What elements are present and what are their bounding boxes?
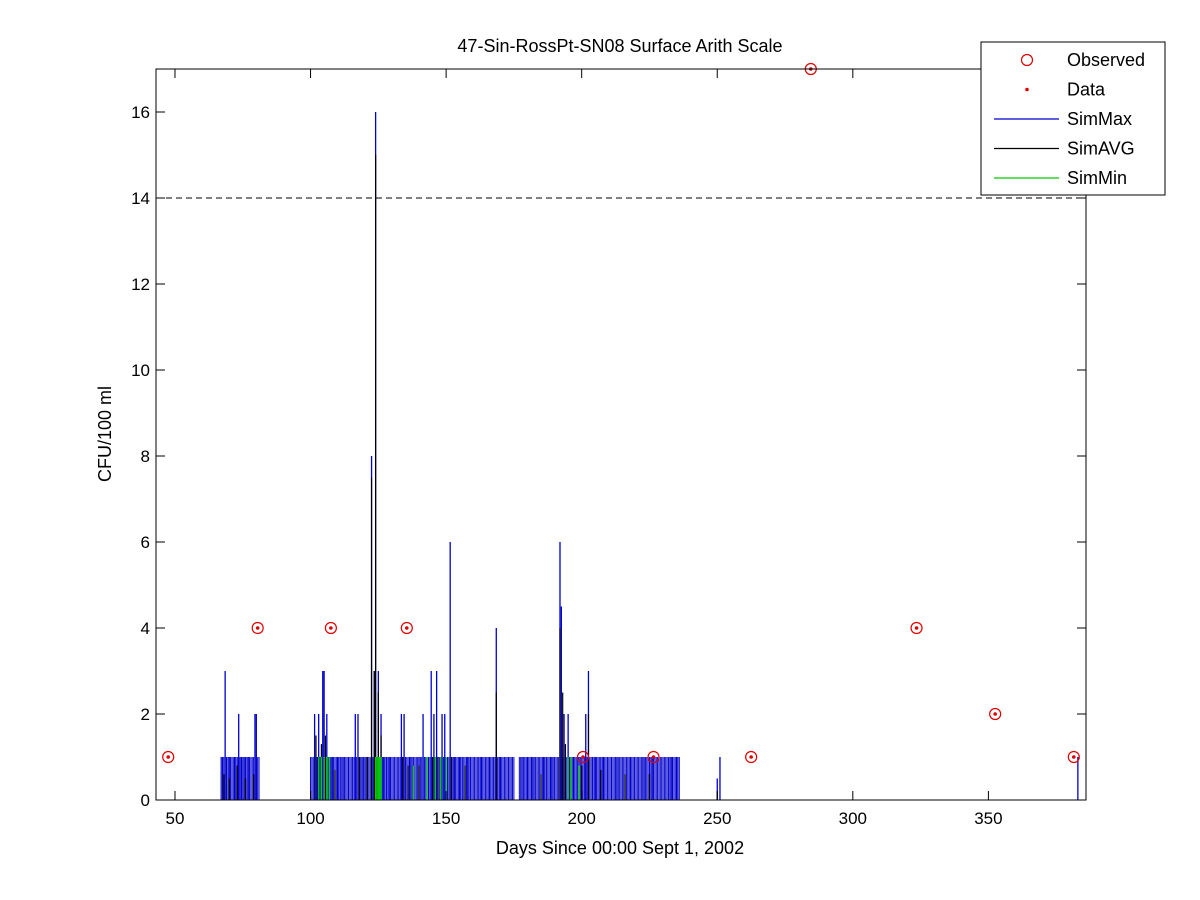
observed-point <box>324 621 337 635</box>
observed-point <box>989 707 1002 721</box>
x-axis-title: Days Since 00:00 Sept 1, 2002 <box>496 838 744 858</box>
observed-point <box>647 750 660 764</box>
data-point <box>581 755 585 759</box>
data-point <box>255 626 260 630</box>
data-point <box>914 626 919 630</box>
observed-point <box>745 750 758 764</box>
plot-area: 50 100 150 200 250 300 350 0 2 4 6 8 10 12 14 16 <box>131 62 1087 828</box>
observed-point <box>251 621 264 635</box>
legend-marker-observed <box>1020 53 1034 67</box>
chart-title: 47-Sin-RossPt-SN08 Surface Arith Scale <box>457 36 782 56</box>
data-point <box>166 755 171 759</box>
x-tick-label: 250 <box>703 809 731 828</box>
legend-label-simmin: SimMin <box>1067 168 1127 188</box>
y-tick-label: 14 <box>131 189 150 208</box>
x-tick-label: 300 <box>839 809 867 828</box>
data-point <box>651 755 656 759</box>
x-tick-label: 200 <box>567 809 595 828</box>
data-point <box>405 626 409 630</box>
y-tick-label: 10 <box>131 361 150 380</box>
observed-point <box>910 621 923 635</box>
y-tick-label: 0 <box>141 791 150 810</box>
legend: Observed Data SimMax SimAVG SimMin <box>980 41 1166 196</box>
y-tick-label: 6 <box>141 533 150 552</box>
x-tick-label: 100 <box>296 809 324 828</box>
legend-label-simavg: SimAVG <box>1067 139 1135 159</box>
data-point <box>749 755 753 759</box>
y-tick-label: 12 <box>131 275 150 294</box>
x-tick-label: 50 <box>166 809 185 828</box>
y-axis-title: CFU/100 ml <box>95 386 115 482</box>
data-point <box>993 712 997 716</box>
x-tick-label: 350 <box>974 809 1002 828</box>
data-point <box>329 626 333 630</box>
axes-frame <box>155 68 1087 801</box>
legend-label-simmax: SimMax <box>1067 109 1132 129</box>
y-tick-label: 4 <box>141 619 150 638</box>
y-tick-label: 16 <box>131 103 150 122</box>
data-point <box>1071 755 1076 759</box>
y-tick-label: 8 <box>141 447 150 466</box>
observed-point <box>576 750 590 764</box>
x-tick-label: 150 <box>432 809 460 828</box>
legend-label-data: Data <box>1067 80 1106 100</box>
legend-label-observed: Observed <box>1067 50 1145 70</box>
observed-point <box>400 621 413 635</box>
legend-marker-data <box>1025 87 1029 92</box>
observed-point <box>1067 750 1080 764</box>
y-tick-label: 2 <box>141 705 150 724</box>
observed-point <box>162 750 175 764</box>
